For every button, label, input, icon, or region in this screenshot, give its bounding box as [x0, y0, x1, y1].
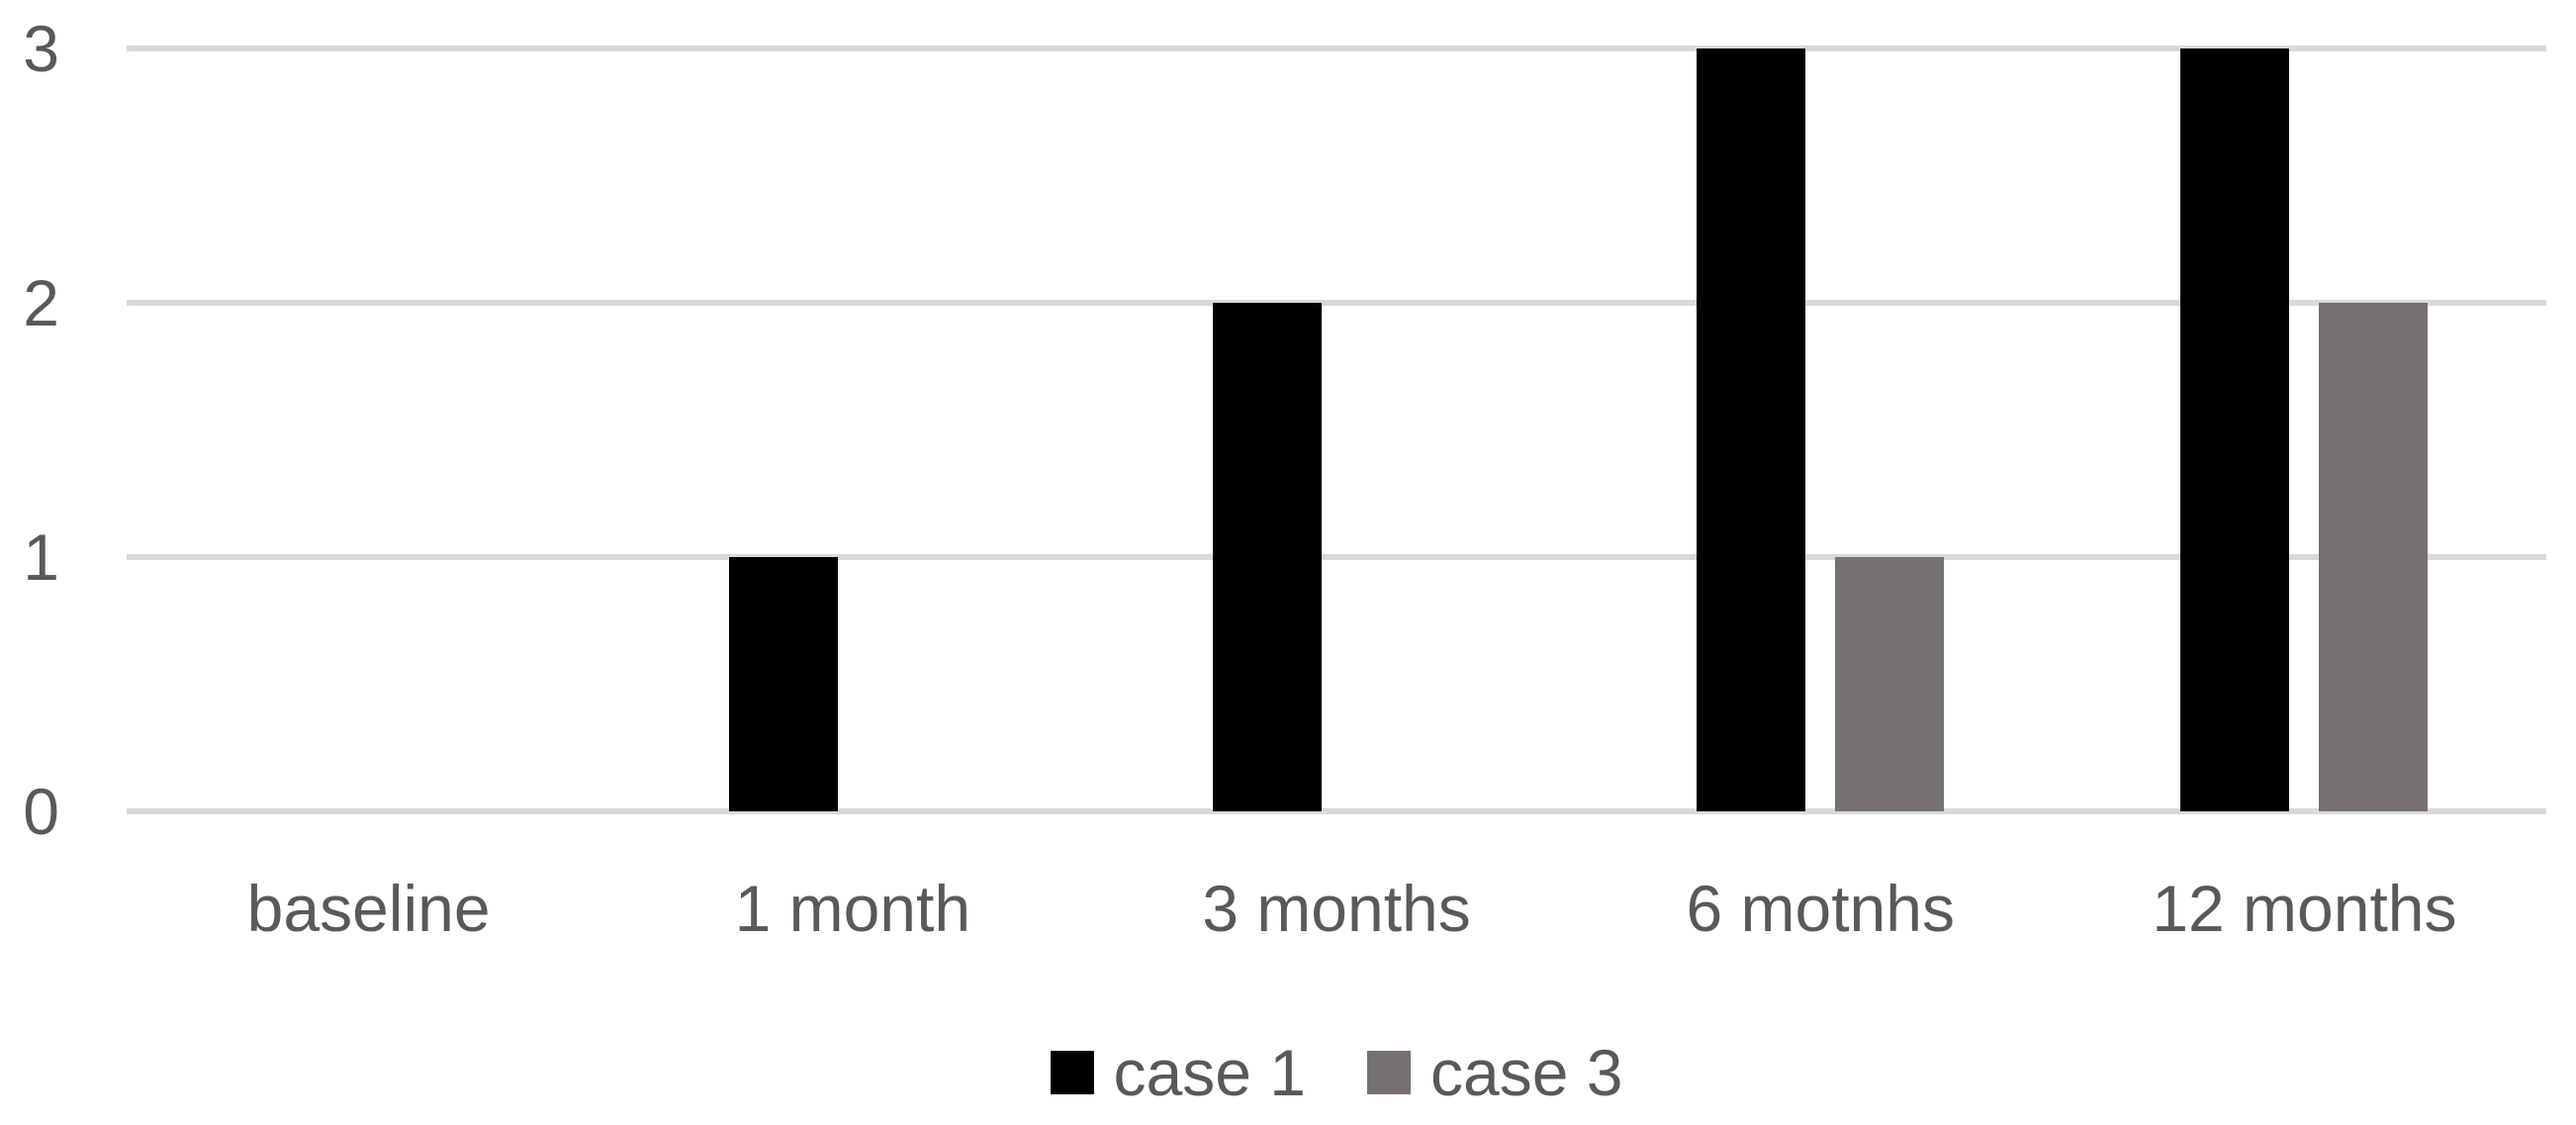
legend-item-case3: case 3 [1367, 1035, 1622, 1110]
category-group-12-months [2063, 48, 2546, 811]
legend-label-case3: case 3 [1430, 1036, 1623, 1109]
y-tick-label-3: 3 [23, 12, 59, 85]
bar-case3-12-months [2319, 303, 2429, 811]
x-axis-line [127, 808, 2546, 814]
gridline-y3 [127, 46, 2546, 51]
category-group-6-motnhs [1579, 48, 2063, 811]
bar-case3-6-motnhs [1835, 557, 1945, 811]
gridline-y2 [127, 300, 2546, 306]
y-tick-label-1: 1 [23, 520, 59, 594]
y-tick-label-2: 2 [23, 266, 59, 339]
legend-label-case1: case 1 [1113, 1036, 1306, 1109]
legend-item-case1: case 1 [1050, 1035, 1306, 1110]
gridline-y1 [127, 554, 2546, 560]
bars-layer [127, 48, 2546, 811]
bar-case1-6-motnhs [1697, 48, 1806, 811]
plot-area [127, 46, 2546, 814]
bar-case1-3-months [1213, 303, 1322, 811]
x-tick-label-baseline: baseline [246, 872, 491, 945]
x-axis: baseline 1 month 3 months 6 motnhs 12 mo… [127, 865, 2546, 952]
x-tick-label-12-months: 12 months [2152, 872, 2457, 945]
category-group-3-months [1094, 48, 1578, 811]
bar-case1-12-months [2180, 48, 2290, 811]
x-tick-label-6-motnhs: 6 motnhs [1686, 872, 1955, 945]
legend-swatch-case1 [1050, 1051, 1094, 1094]
y-tick-label-0: 0 [23, 775, 59, 848]
bar-case1-1-month [728, 557, 838, 811]
legend-swatch-case3 [1367, 1051, 1411, 1094]
x-tick-label-1-month: 1 month [734, 872, 971, 945]
category-group-1-month [610, 48, 1094, 811]
category-group-baseline [127, 48, 610, 811]
x-tick-label-3-months: 3 months [1202, 872, 1471, 945]
legend: case 1 case 3 [127, 1036, 2546, 1109]
